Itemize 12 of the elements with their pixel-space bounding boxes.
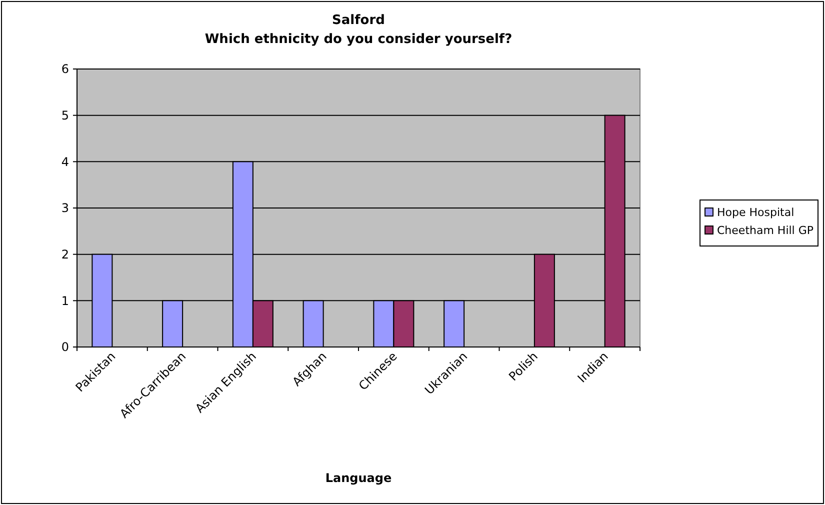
y-tick-label: 3 (61, 201, 69, 216)
y-tick-label: 1 (61, 294, 69, 308)
y-tick-label: 5 (61, 108, 69, 123)
y-tick-label: 2 (61, 248, 69, 262)
x-axis-title: Language (325, 471, 392, 485)
y-tick-label: 0 (61, 340, 69, 354)
legend-label: Hope Hospital (717, 206, 794, 219)
legend-label: Cheetham Hill GP (717, 224, 814, 237)
chart-title: Salford (332, 13, 385, 28)
y-tick-label: 4 (61, 154, 69, 169)
y-tick-label: 6 (61, 62, 69, 76)
chart-subtitle: Which ethnicity do you consider yourself? (204, 32, 512, 47)
